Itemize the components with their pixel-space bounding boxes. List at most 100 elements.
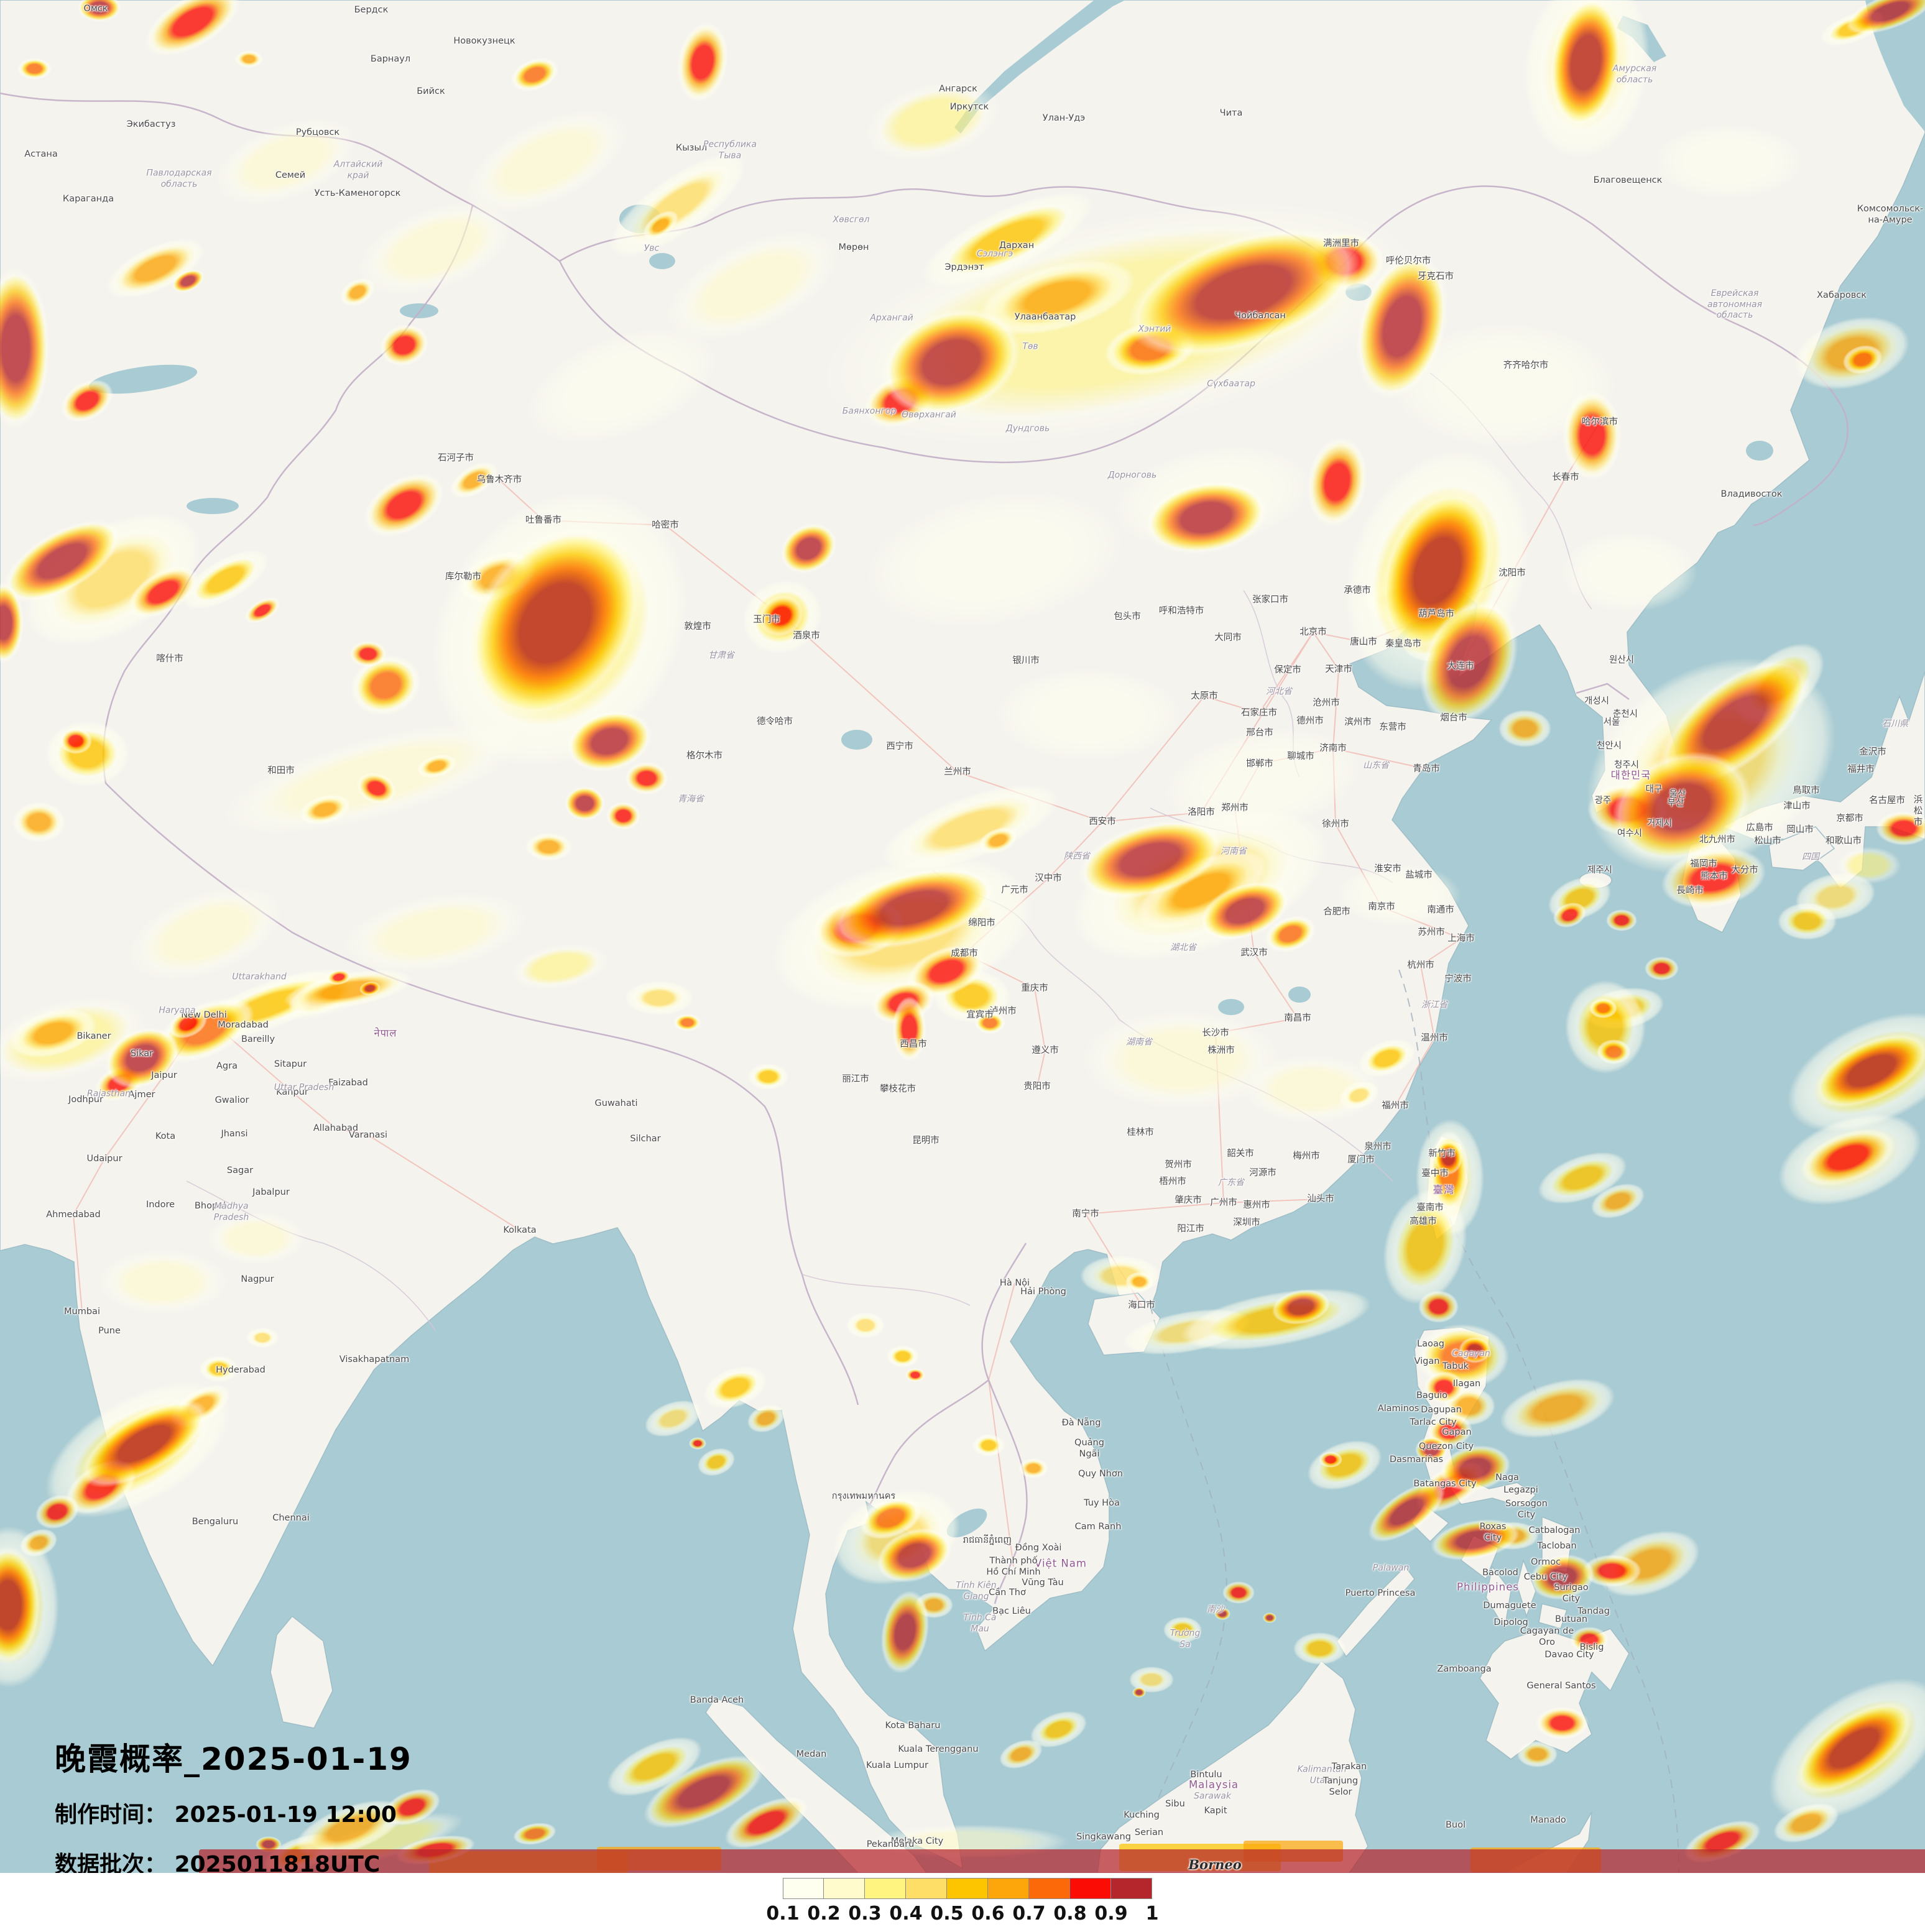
map-label-city: 和田市 [267, 765, 295, 776]
map-label-city: 绵阳市 [968, 918, 995, 928]
map-label-city: 喀什市 [156, 653, 183, 664]
map-label-city: 哈尔滨市 [1582, 416, 1618, 427]
map-label-city: Alaminos [1377, 1403, 1420, 1414]
map-label-city: 부산 [1667, 798, 1684, 808]
map-label-rgn: Tỉnh Kiên Giang [956, 1580, 997, 1602]
map-label-city: กรุงเทพมหานคร [831, 1491, 896, 1501]
map-label-city: 韶关市 [1227, 1148, 1254, 1159]
map-label-rgn: Haryana [159, 1005, 196, 1016]
map-label-city: Batangas City [1413, 1478, 1477, 1489]
title-block: 晚霞概率_2025-01-19 制作时间： 2025-01-19 12:00 数… [55, 1734, 412, 1873]
map-label-city: Buol [1445, 1819, 1466, 1830]
map-label-rgn: Uttarakhand [232, 972, 287, 982]
map-label-city: 青岛市 [1413, 763, 1440, 774]
map-label-city: 杭州市 [1407, 960, 1434, 970]
map-label-city: Tuy Hòa [1084, 1497, 1120, 1508]
map-label-city: Кызыл [675, 142, 708, 153]
map-label-city: Surigao City [1554, 1582, 1589, 1604]
map-label-city: 秦皇岛市 [1385, 638, 1421, 649]
map-label-rgn: 浙江省 [1421, 1000, 1447, 1010]
map-label-city: Улаанбаатар [1014, 311, 1076, 322]
map-label-city: 海口市 [1128, 1300, 1155, 1310]
map-label-city: Vigan [1414, 1356, 1440, 1366]
map-label-city: 酒泉市 [793, 630, 820, 641]
map-label-city: 広島市 [1746, 822, 1773, 833]
map-label-city: 梅州市 [1293, 1151, 1320, 1161]
map-label-city: Jabalpur [252, 1187, 290, 1197]
data-batch-label: 数据批次： [55, 1852, 167, 1873]
map-label-city: Legazpi [1503, 1484, 1538, 1495]
map-label-city: 呼和浩特市 [1158, 605, 1204, 616]
legend-swatch [783, 1878, 824, 1899]
map-label-city: Baguio [1416, 1390, 1448, 1401]
map-label-rgn: Павлодарская область [146, 168, 212, 190]
map-label-city: Чита [1219, 108, 1243, 118]
map-label-city: 德令哈市 [757, 716, 793, 727]
map-label-rgn: 河北省 [1266, 686, 1292, 697]
map-label-rgn: 湖北省 [1170, 942, 1196, 953]
map-label-city: Астана [24, 149, 58, 159]
legend-swatch [1029, 1878, 1070, 1899]
map-label-city: 牙克石市 [1418, 271, 1454, 282]
map-label-city: 重庆市 [1021, 983, 1048, 993]
map-label-city: Экибастуз [126, 119, 176, 129]
map-label-city: 温州市 [1421, 1033, 1448, 1043]
map-label-city: 徐州市 [1322, 819, 1349, 829]
map-label-city: Tandag [1577, 1606, 1610, 1616]
map-label-city: Рубцовск [295, 127, 340, 137]
map-label-city: 西昌市 [900, 1039, 927, 1049]
map-label-city: Zamboanga [1437, 1663, 1492, 1674]
map-label-city: Cebu City [1523, 1571, 1568, 1582]
map-label-city: 천안시 [1596, 740, 1622, 751]
map-label-city: 武汉市 [1240, 947, 1268, 958]
map-label-city: 거제시 [1646, 818, 1673, 829]
map-label-city: 丽江市 [842, 1074, 869, 1084]
map-label-city: Bareilly [241, 1034, 275, 1044]
map-label-city: Pune [98, 1325, 121, 1336]
map-label-rgn: Баянхонгор [842, 406, 897, 416]
map-label-city: Чойбалсан [1235, 310, 1286, 321]
map-label-city: 浜松市 [1913, 794, 1923, 828]
map-label-city: 合肥市 [1323, 906, 1350, 917]
map-label-city: 保定市 [1274, 665, 1301, 675]
map-label-city: 乌鲁木齐市 [476, 474, 522, 485]
map-label-city: 원산시 [1609, 655, 1635, 665]
map-label-city: Kota [155, 1131, 176, 1141]
map-label-city: Kolkata [503, 1225, 537, 1235]
map-label-city: 南京市 [1368, 901, 1395, 912]
map-label-rgn: Республика Тыва [703, 139, 757, 161]
map-label-geo: Borneo [1188, 1856, 1242, 1872]
map-label-city: 肇庆市 [1175, 1195, 1202, 1205]
map-label-city: 长沙市 [1202, 1028, 1229, 1038]
map-label-city: Ajmer [128, 1089, 155, 1100]
map-label-cty: Philippines [1457, 1581, 1519, 1593]
map-label-city: 西安市 [1089, 816, 1116, 827]
map-label-city: Melaka City [890, 1836, 944, 1846]
map-label-rgn: 河南省 [1221, 846, 1247, 857]
map-label-city: 西宁市 [886, 741, 913, 752]
map-label-city: Хабаровск [1817, 290, 1867, 300]
map-label-city: 춘천시 [1612, 709, 1638, 719]
map-label-rgn: Алтайский край [333, 159, 383, 181]
map-label-city: Благовещенск [1593, 175, 1663, 185]
map-label-city: 玉门市 [753, 614, 780, 625]
map-label-city: 惠州市 [1243, 1200, 1270, 1210]
map-label-cty: नेपाल [374, 1027, 397, 1039]
map-label-city: 齐齐哈尔市 [1503, 360, 1549, 370]
map-label-city: Gapan [1442, 1427, 1472, 1437]
map-label-city: Иркутск [949, 101, 989, 112]
map-label-city: Tabuk [1442, 1361, 1469, 1371]
map-label-city: Allahabad [313, 1123, 359, 1133]
map-label-rgn: Увс [644, 243, 660, 254]
map-label-city: 대구 [1645, 784, 1663, 794]
map-label-city: 제주시 [1587, 865, 1613, 875]
map-label-city: Dasmariñas [1389, 1454, 1444, 1465]
map-label-city: 石家庄市 [1241, 707, 1277, 718]
map-label-city: 张家口市 [1252, 594, 1288, 605]
map-label-city: 太原市 [1191, 691, 1218, 701]
map-label-city: 鳥取市 [1793, 785, 1820, 796]
map-canvas[interactable]: Омск Бердск Барнаул Новокузнецк Бийск Рубцовс… [0, 0, 1925, 1873]
map-label-city: 邯郸市 [1246, 758, 1273, 769]
map-label-city: Kapit [1204, 1805, 1227, 1816]
